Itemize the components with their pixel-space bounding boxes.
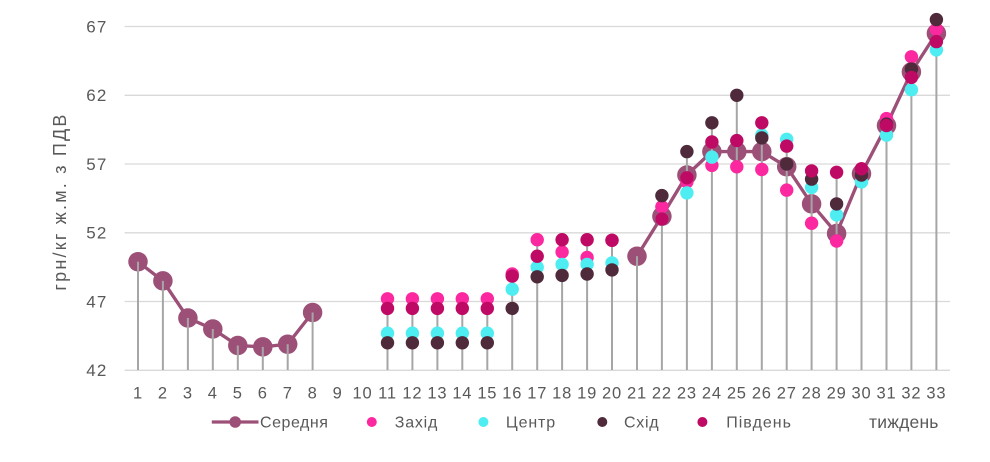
svg-text:9: 9	[333, 385, 343, 403]
svg-text:32: 32	[901, 385, 921, 403]
svg-text:тиждень: тиждень	[869, 412, 939, 432]
svg-text:грн/кг ж.м. з ПДВ: грн/кг ж.м. з ПДВ	[50, 112, 70, 290]
svg-text:30: 30	[852, 385, 872, 403]
svg-text:57: 57	[86, 155, 107, 174]
svg-text:15: 15	[477, 385, 497, 403]
svg-text:17: 17	[527, 385, 547, 403]
svg-text:7: 7	[283, 385, 293, 403]
svg-text:2: 2	[158, 385, 168, 403]
svg-text:11: 11	[378, 385, 397, 403]
svg-text:31: 31	[877, 385, 897, 403]
svg-text:21: 21	[627, 385, 647, 403]
svg-text:Південь: Південь	[726, 415, 792, 432]
svg-text:22: 22	[652, 385, 672, 403]
svg-text:62: 62	[86, 86, 107, 105]
svg-text:23: 23	[677, 385, 697, 403]
svg-text:25: 25	[727, 385, 747, 403]
svg-text:47: 47	[86, 292, 107, 311]
svg-text:1: 1	[133, 385, 143, 403]
svg-text:27: 27	[777, 385, 797, 403]
svg-text:Схід: Схід	[624, 415, 659, 432]
svg-text:12: 12	[402, 385, 422, 403]
svg-text:20: 20	[602, 385, 622, 403]
svg-text:18: 18	[552, 385, 572, 403]
svg-text:42: 42	[86, 361, 107, 380]
svg-text:Захід: Захід	[395, 415, 438, 432]
svg-text:14: 14	[452, 385, 472, 403]
svg-text:29: 29	[827, 385, 847, 403]
svg-text:Центр: Центр	[506, 415, 556, 432]
svg-text:28: 28	[802, 385, 822, 403]
svg-text:24: 24	[702, 385, 722, 403]
svg-text:26: 26	[752, 385, 772, 403]
svg-text:13: 13	[427, 385, 447, 403]
svg-text:19: 19	[577, 385, 597, 403]
svg-text:67: 67	[86, 17, 107, 36]
svg-text:6: 6	[258, 385, 268, 403]
svg-text:3: 3	[183, 385, 193, 403]
svg-text:5: 5	[233, 385, 243, 403]
svg-text:4: 4	[208, 385, 218, 403]
svg-text:Середня: Середня	[260, 415, 329, 432]
svg-text:16: 16	[502, 385, 522, 403]
svg-text:33: 33	[926, 385, 946, 403]
svg-text:52: 52	[86, 224, 107, 243]
svg-text:10: 10	[353, 385, 373, 403]
svg-text:8: 8	[308, 385, 318, 403]
